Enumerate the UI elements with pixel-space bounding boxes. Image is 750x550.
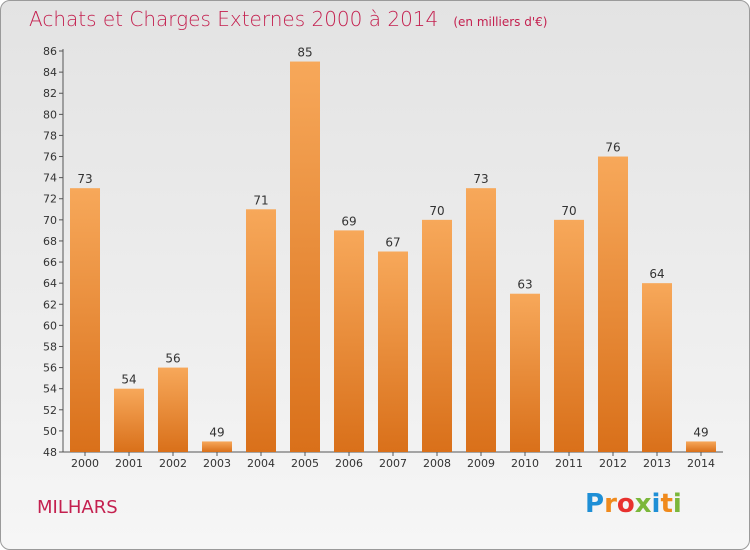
y-tick-label: 82 bbox=[43, 87, 57, 100]
y-tick-label: 58 bbox=[43, 340, 57, 353]
x-tick-label: 2002 bbox=[159, 457, 187, 470]
bar-value-label: 70 bbox=[561, 204, 576, 218]
y-tick-label: 76 bbox=[43, 151, 57, 164]
commune-name: MILHARS bbox=[37, 497, 118, 518]
bar bbox=[70, 188, 100, 452]
y-tick-label: 52 bbox=[43, 404, 57, 417]
x-tick-label: 2008 bbox=[423, 457, 451, 470]
bar bbox=[422, 219, 452, 452]
logo-letter: P bbox=[585, 489, 605, 519]
chart-title: Achats et Charges Externes 2000 à 2014 (… bbox=[29, 7, 547, 31]
bar-value-label: 85 bbox=[297, 46, 312, 60]
bar-value-label: 49 bbox=[693, 425, 708, 439]
proxiti-logo: Proxiti bbox=[585, 489, 682, 519]
bar bbox=[202, 441, 232, 452]
x-tick-label: 2004 bbox=[247, 457, 275, 470]
logo-letter: r bbox=[604, 489, 617, 519]
chart-title-unit: (en milliers d'€) bbox=[453, 15, 548, 29]
bar bbox=[642, 283, 672, 452]
logo-letter: x bbox=[634, 489, 652, 519]
bar bbox=[246, 209, 276, 452]
y-tick-label: 64 bbox=[43, 277, 57, 290]
bar-value-label: 49 bbox=[209, 425, 224, 439]
y-tick-label: 56 bbox=[43, 362, 57, 375]
bar bbox=[114, 388, 144, 452]
bar-value-label: 70 bbox=[429, 204, 444, 218]
bar bbox=[334, 230, 364, 452]
chart-title-main: Achats et Charges Externes 2000 à 2014 bbox=[29, 7, 439, 31]
bar-value-label: 63 bbox=[517, 278, 532, 292]
x-tick-label: 2011 bbox=[555, 457, 583, 470]
bar-value-label: 69 bbox=[341, 214, 356, 228]
bar bbox=[510, 293, 540, 452]
bar bbox=[466, 188, 496, 452]
logo-letter: i bbox=[672, 489, 682, 519]
bar-value-label: 56 bbox=[165, 352, 180, 366]
y-tick-label: 74 bbox=[43, 172, 57, 185]
y-tick-label: 72 bbox=[43, 193, 57, 206]
y-tick-label: 48 bbox=[43, 446, 57, 459]
bar bbox=[158, 367, 188, 452]
y-tick-label: 54 bbox=[43, 383, 57, 396]
x-tick-label: 2005 bbox=[291, 457, 319, 470]
x-tick-label: 2001 bbox=[115, 457, 143, 470]
x-tick-label: 2012 bbox=[599, 457, 627, 470]
bar bbox=[598, 156, 628, 453]
x-tick-label: 2013 bbox=[643, 457, 671, 470]
x-tick-label: 2009 bbox=[467, 457, 495, 470]
y-tick-label: 60 bbox=[43, 319, 57, 332]
bar-value-label: 67 bbox=[385, 236, 400, 250]
logo-letter: o bbox=[616, 489, 635, 519]
y-tick-label: 84 bbox=[43, 66, 57, 79]
x-tick-label: 2007 bbox=[379, 457, 407, 470]
bar-value-label: 54 bbox=[121, 373, 136, 387]
bar bbox=[686, 441, 716, 452]
x-tick-label: 2010 bbox=[511, 457, 539, 470]
x-tick-label: 2006 bbox=[335, 457, 363, 470]
logo-letter: i bbox=[651, 489, 661, 519]
y-tick-label: 70 bbox=[43, 214, 57, 227]
bar bbox=[378, 251, 408, 452]
y-tick-label: 68 bbox=[43, 235, 57, 248]
y-tick-label: 80 bbox=[43, 108, 57, 121]
bar-value-label: 76 bbox=[605, 141, 620, 155]
y-tick-label: 66 bbox=[43, 256, 57, 269]
y-tick-label: 78 bbox=[43, 129, 57, 142]
x-tick-label: 2003 bbox=[203, 457, 231, 470]
x-tick-label: 2000 bbox=[71, 457, 99, 470]
bar-value-label: 73 bbox=[77, 172, 92, 186]
y-tick-label: 62 bbox=[43, 298, 57, 311]
bar bbox=[554, 219, 584, 452]
y-tick-label: 86 bbox=[43, 45, 57, 58]
bar-value-label: 64 bbox=[649, 267, 664, 281]
x-tick-label: 2014 bbox=[687, 457, 715, 470]
bar bbox=[290, 61, 320, 452]
bar-value-label: 73 bbox=[473, 172, 488, 186]
bar-value-label: 71 bbox=[253, 193, 268, 207]
logo-letter: t bbox=[660, 489, 673, 519]
y-tick-label: 50 bbox=[43, 425, 57, 438]
